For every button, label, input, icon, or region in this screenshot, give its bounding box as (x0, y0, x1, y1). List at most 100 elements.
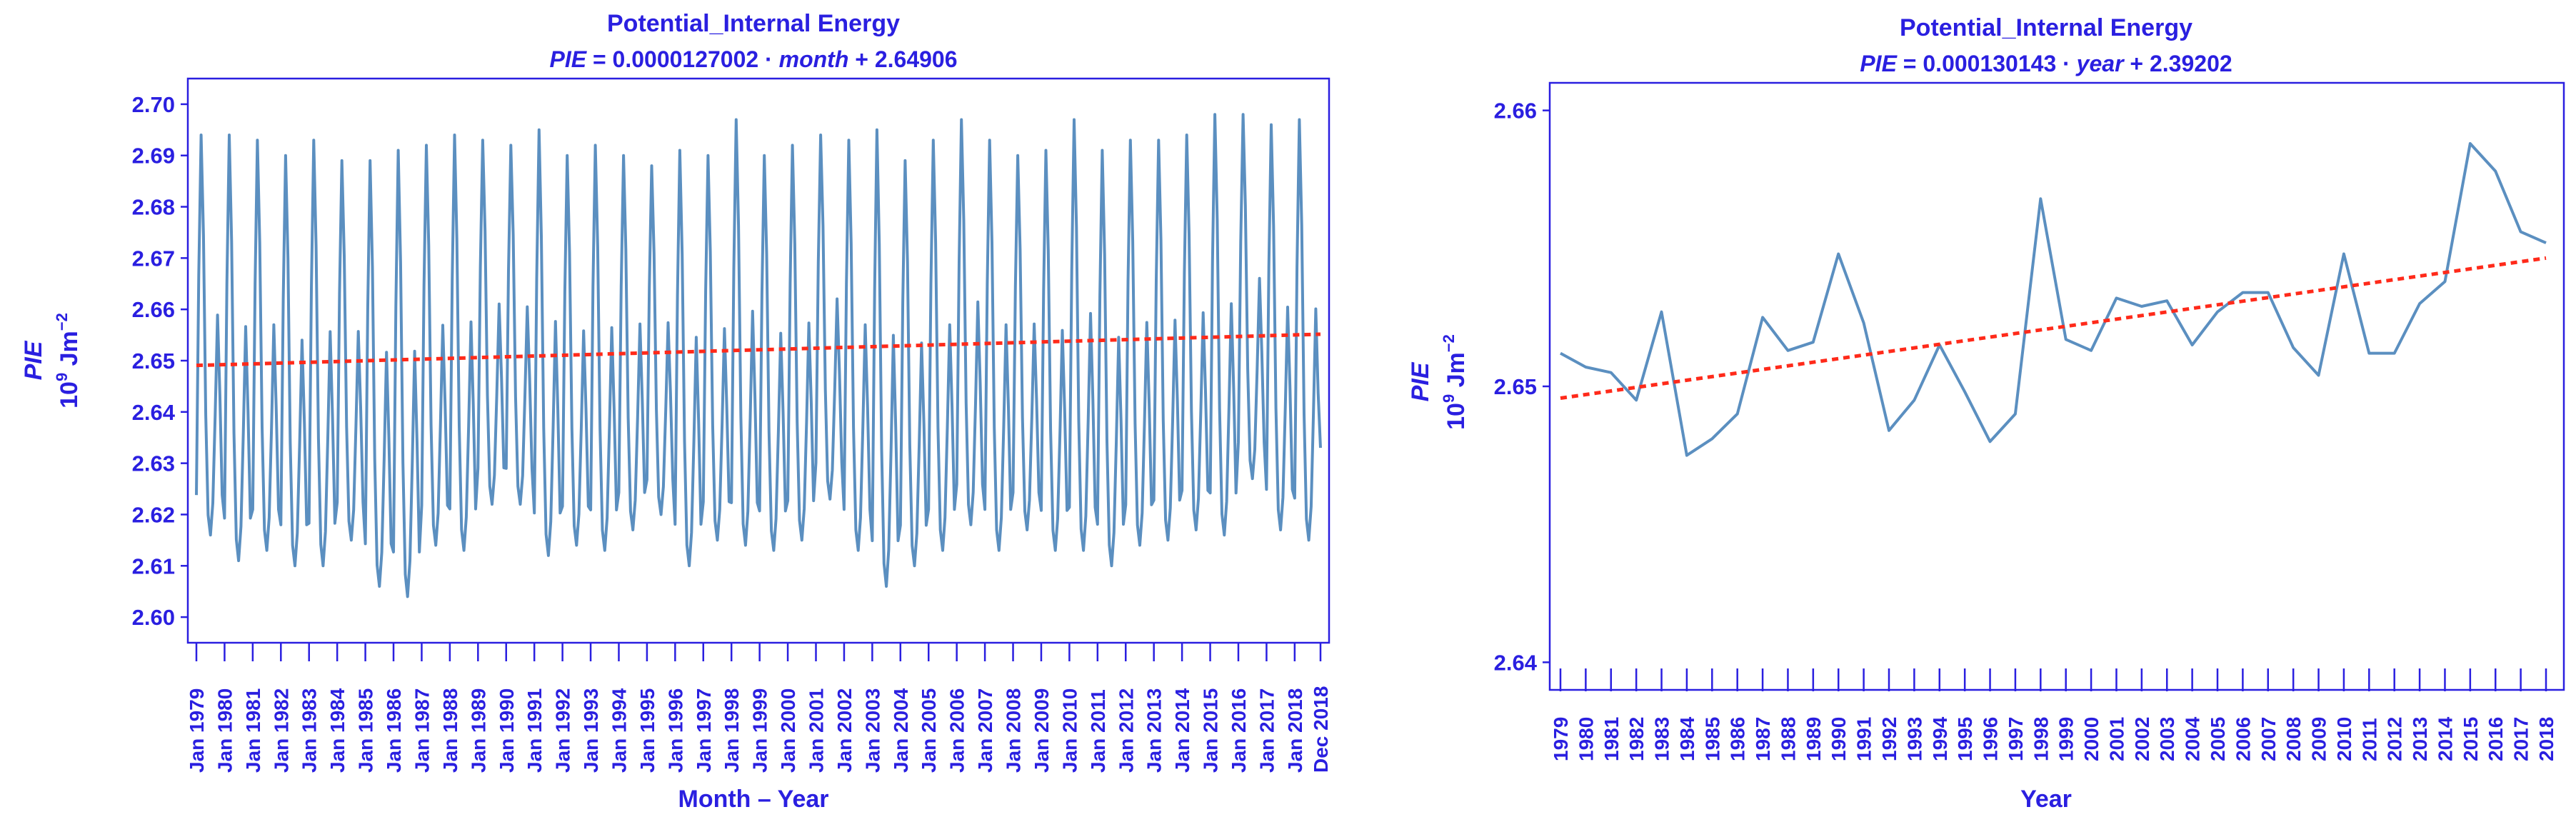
x-tick-label: 2008 (2282, 717, 2305, 761)
x-tick-label: 2006 (2232, 717, 2254, 761)
chart-title: Potential_Internal Energy (607, 10, 900, 37)
x-axis-title: Month – Year (678, 786, 829, 813)
annual-chart-panel: Potential_Internal Energy PIE = 0.000130… (1357, 0, 2571, 827)
x-tick-label: Jan 2011 (1087, 689, 1109, 773)
x-tick-label: Jan 1996 (664, 688, 686, 773)
trend-line (196, 332, 1321, 368)
x-tick-label: Jan 2014 (1171, 688, 1193, 773)
x-tick-label: Jan 2007 (974, 688, 996, 773)
y-tick-label: 2.65 (132, 349, 175, 374)
x-tick-label: Jan 1989 (467, 688, 489, 773)
x-tick-label: 1988 (1777, 717, 1799, 761)
series-layer (195, 113, 1322, 598)
monthly-series-line (195, 113, 1322, 598)
x-tick-label: Dec 2018 (1310, 686, 1332, 773)
y-tick-label: 2.69 (132, 144, 175, 169)
x-tick-label: 1979 (1550, 717, 1572, 761)
annual-pie-chart: Potential_Internal Energy PIE = 0.000130… (1407, 14, 2565, 813)
y-tick-label: 2.66 (132, 297, 175, 322)
x-axis-title: Year (2020, 786, 2072, 813)
x-tick-label: 2017 (2510, 717, 2532, 761)
y-tick-label: 2.66 (1494, 99, 1537, 124)
x-tick-label: 2013 (2409, 717, 2431, 761)
y-tick-label: 2.68 (132, 195, 175, 220)
y-tick-label: 2.70 (132, 92, 175, 117)
x-tick-label: 2018 (2535, 717, 2557, 761)
x-tick-label: 1989 (1803, 717, 1825, 761)
x-tick-label: Jan 1983 (299, 688, 321, 773)
y-axis-title: PIE (20, 340, 47, 380)
x-tick-label: Jan 1992 (552, 688, 574, 773)
monthly-pie-chart: Potential_Internal Energy PIE = 0.000012… (20, 10, 1332, 813)
x-tick-label: Jan 2002 (833, 688, 856, 773)
x-axis-ticks: 1979 1980 1981 1982 1983 1984 1985 1986 1987 1988… (1550, 668, 2557, 761)
x-axis-ticks: Jan 1979 Jan 1980 Jan 1981 Jan 1982 Jan 1983… (186, 643, 1332, 773)
x-tick-label: Jan 2003 (861, 688, 883, 773)
plot-frame (1548, 81, 2565, 691)
x-tick-label: Jan 1988 (439, 688, 461, 773)
x-tick-label: Jan 1998 (721, 688, 743, 773)
x-tick-label: 2012 (2384, 717, 2406, 761)
y-tick-label: 2.65 (1494, 374, 1537, 399)
x-tick-label: 2007 (2257, 717, 2280, 761)
y-axis-label: PIE 109 Jm−2 (20, 313, 83, 409)
x-tick-label: Jan 1995 (636, 688, 658, 773)
x-tick-label: 1985 (1701, 717, 1723, 761)
x-tick-label: 1987 (1752, 717, 1774, 761)
x-tick-label: Jan 2005 (918, 688, 940, 773)
x-tick-label: 2010 (2333, 717, 2355, 761)
x-tick-label: 1980 (1575, 717, 1597, 761)
x-tick-label: 2015 (2460, 717, 2482, 761)
x-tick-label: 1992 (1878, 717, 1900, 761)
x-tick-label: 1990 (1828, 717, 1850, 761)
x-tick-label: Jan 1984 (326, 688, 349, 773)
x-tick-label: 2009 (2308, 717, 2330, 761)
x-tick-label: 1986 (1727, 717, 1749, 761)
x-tick-label: Jan 2017 (1256, 688, 1278, 773)
x-tick-label: Jan 1991 (523, 688, 546, 773)
x-tick-label: 1998 (2030, 717, 2052, 761)
x-tick-label: 2001 (2105, 717, 2128, 761)
x-tick-label: 1983 (1651, 717, 1673, 761)
y-tick-label: 2.63 (132, 451, 175, 476)
x-tick-label: 1981 (1600, 717, 1623, 761)
x-tick-label: 1996 (1980, 717, 2002, 761)
y-axis-ticks: 2.64 2.65 2.66 (1494, 99, 1550, 675)
trend-line (1560, 256, 2547, 400)
x-tick-label: 2016 (2485, 717, 2507, 761)
x-tick-label: Jan 2001 (806, 688, 828, 773)
x-tick-label: 2000 (2080, 717, 2103, 761)
x-tick-label: Jan 2013 (1143, 688, 1166, 773)
x-tick-label: 1982 (1625, 717, 1648, 761)
x-tick-label: 1999 (2055, 717, 2078, 761)
x-tick-label: 1984 (1676, 716, 1698, 761)
x-tick-label: Jan 1986 (383, 688, 405, 773)
x-tick-label: 2011 (2358, 718, 2380, 761)
y-tick-label: 2.64 (1494, 650, 1538, 675)
annual-series-line (1560, 142, 2547, 457)
chart-title: Potential_Internal Energy (1900, 14, 2192, 41)
y-tick-label: 2.64 (132, 400, 176, 425)
y-axis-unit: 109 Jm−2 (53, 313, 83, 409)
y-axis-ticks: 2.60 2.61 2.62 2.63 2.64 2.65 2.66 2.67 2.68 2.69… (132, 92, 188, 630)
y-axis-title: PIE (1407, 361, 1434, 401)
x-tick-label: Jan 1979 (186, 688, 208, 773)
chart-equation: PIE = 0.000130143 · year + 2.39202 (1860, 51, 2232, 76)
x-tick-label: Jan 1981 (242, 688, 264, 773)
x-tick-label: Jan 2009 (1031, 688, 1053, 773)
x-tick-label: Jan 2018 (1284, 688, 1306, 773)
x-tick-label: Jan 1985 (355, 688, 377, 773)
x-tick-label: Jan 2000 (777, 688, 799, 773)
chart-equation: PIE = 0.0000127002 · month + 2.64906 (549, 46, 957, 72)
x-tick-label: Jan 2006 (946, 688, 968, 773)
x-tick-label: Jan 2016 (1228, 688, 1250, 773)
x-tick-label: Jan 2008 (1003, 688, 1025, 773)
x-tick-label: 1991 (1853, 717, 1875, 761)
y-tick-label: 2.67 (132, 246, 175, 271)
x-tick-label: 2014 (2434, 716, 2456, 761)
x-tick-label: Jan 1999 (749, 688, 771, 773)
x-tick-label: Jan 2012 (1115, 688, 1137, 773)
x-tick-label: 1997 (2005, 717, 2027, 761)
monthly-chart-panel: Potential_Internal Energy PIE = 0.000012… (20, 10, 1332, 813)
x-tick-label: Jan 1994 (608, 688, 630, 773)
